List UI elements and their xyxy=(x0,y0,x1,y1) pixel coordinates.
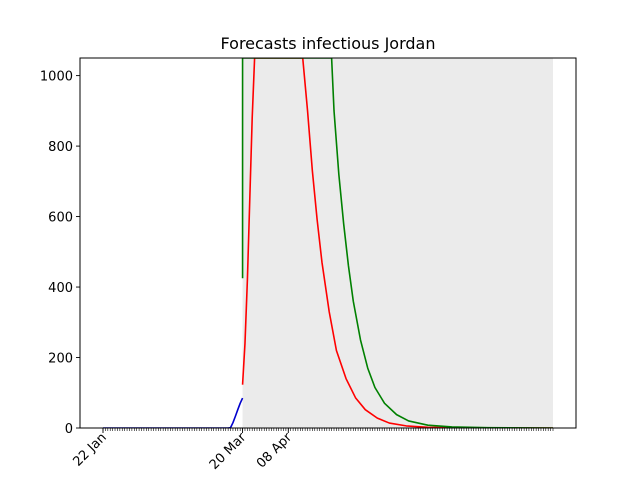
uncertainty-band xyxy=(242,58,553,428)
upper-forecast-line xyxy=(241,58,554,428)
series-layer xyxy=(103,58,554,428)
y-tick-label: 400 xyxy=(48,281,73,296)
y-axis-ticks: 0 200 400 600 800 1000 xyxy=(40,70,80,437)
plot-frame xyxy=(79,57,577,429)
y-tick-label: 200 xyxy=(48,352,73,367)
y-tick-label: 600 xyxy=(48,211,73,226)
forecast-line xyxy=(241,58,554,428)
chart-title: Forecasts infectious Jordan xyxy=(221,34,436,53)
y-tick-label: 0 xyxy=(65,422,73,437)
y-tick-label: 800 xyxy=(48,140,73,155)
observed-line xyxy=(103,397,244,428)
uncertainty-band-layer xyxy=(242,58,553,428)
y-tick-label: 1000 xyxy=(40,70,73,85)
